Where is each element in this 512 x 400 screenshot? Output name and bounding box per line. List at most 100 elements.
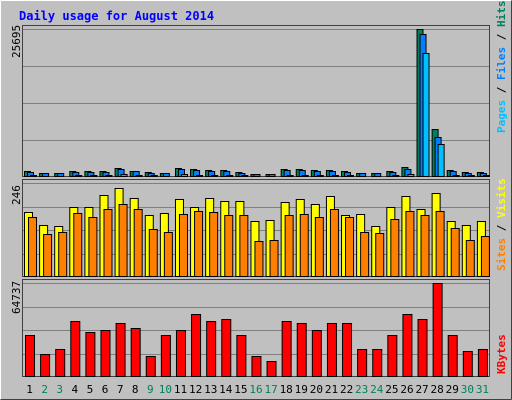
bar-files: [42, 173, 50, 177]
bar-pages: [226, 175, 234, 177]
day-label: 15: [234, 383, 247, 396]
bar-sites: [148, 229, 158, 277]
bar-files: [359, 173, 367, 177]
panel-kbytes: [22, 279, 490, 377]
bar-sites: [103, 209, 113, 277]
bar-pages: [482, 175, 490, 177]
bar-pages: [286, 175, 294, 177]
bar-kbytes: [432, 283, 443, 377]
day-label: 24: [370, 383, 384, 396]
bar-kbytes: [402, 314, 413, 377]
bar-pages: [135, 175, 143, 177]
bar-pages: [347, 175, 355, 177]
day-label: 19: [295, 383, 308, 396]
bar-pages: [211, 175, 219, 177]
middle-panel-ymax-label: 246: [10, 185, 23, 205]
day-label: 5: [87, 383, 94, 396]
bar-kbytes: [477, 349, 488, 377]
bar-kbytes: [281, 321, 292, 377]
bar-sites: [299, 214, 309, 277]
bar-kbytes: [175, 330, 186, 377]
top-legend: Pages / Files / Hits: [495, 1, 508, 134]
bar-sites: [163, 232, 173, 277]
legend-visits: Visits: [495, 178, 508, 218]
day-label: 9: [147, 383, 154, 396]
bar-sites: [239, 215, 249, 277]
bar-pages: [331, 175, 339, 177]
bar-sites: [194, 211, 204, 277]
bar-kbytes: [447, 335, 458, 377]
day-label: 23: [355, 383, 368, 396]
bar-kbytes: [357, 349, 368, 377]
bar-kbytes: [462, 351, 473, 377]
bar-kbytes: [191, 314, 202, 377]
day-label: 29: [446, 383, 459, 396]
bar-kbytes: [40, 354, 51, 377]
bar-sites: [209, 212, 219, 277]
plot-area: [22, 25, 490, 177]
bar-sites: [345, 217, 355, 277]
bar-sites: [480, 236, 490, 277]
bottom-panel-ymax-label: 64737: [10, 281, 23, 314]
bar-kbytes: [236, 335, 247, 377]
day-label: 8: [132, 383, 139, 396]
bar-pages: [422, 53, 430, 177]
bar-sites: [450, 228, 460, 277]
bar-kbytes: [417, 319, 428, 377]
bar-sites: [58, 232, 68, 277]
day-label: 25: [385, 383, 398, 396]
bar-sites: [435, 211, 445, 277]
bottom-legend: KBytes: [495, 334, 508, 374]
bar-kbytes: [251, 356, 262, 377]
day-label: 17: [264, 383, 277, 396]
day-label: 12: [189, 383, 202, 396]
bar-pages: [120, 174, 128, 177]
legend-hits: Hits: [495, 1, 508, 28]
chart-title: Daily usage for August 2014: [19, 9, 214, 23]
day-label: 2: [41, 383, 48, 396]
middle-legend: Sites / Visits: [495, 178, 508, 271]
day-label: 1: [26, 383, 33, 396]
day-label: 10: [159, 383, 172, 396]
top-panel-ymax-label: 25695: [10, 25, 23, 58]
day-label: 16: [249, 383, 262, 396]
bar-sites: [133, 209, 143, 277]
bar-kbytes: [55, 349, 66, 377]
bar-pages: [105, 175, 113, 177]
day-label: 22: [340, 383, 353, 396]
bar-pages: [180, 174, 188, 177]
bar-sites: [224, 215, 234, 277]
bar-kbytes: [326, 323, 337, 377]
legend-files: Files: [495, 47, 508, 80]
bar-kbytes: [130, 328, 141, 377]
bar-sites: [43, 234, 53, 277]
bar-kbytes: [206, 321, 217, 377]
bar-files: [253, 174, 261, 177]
bar-sites: [269, 240, 279, 277]
bar-kbytes: [115, 323, 126, 377]
bar-kbytes: [266, 361, 277, 377]
day-label: 30: [461, 383, 474, 396]
day-label: 11: [174, 383, 187, 396]
day-label: 20: [310, 383, 323, 396]
bar-pages: [392, 175, 400, 177]
bar-pages: [467, 175, 475, 177]
bar-kbytes: [25, 335, 35, 377]
legend-sep-1: /: [495, 80, 508, 100]
bar-kbytes: [311, 330, 322, 377]
day-label: 3: [56, 383, 63, 396]
panel-visits-sites: [22, 179, 490, 277]
bar-sites: [178, 214, 188, 277]
bar-sites: [360, 232, 370, 277]
day-label: 28: [431, 383, 444, 396]
day-label: 26: [400, 383, 413, 396]
bar-pages: [241, 175, 249, 177]
bar-kbytes: [145, 356, 156, 377]
bar-sites: [254, 241, 264, 277]
bar-sites: [390, 219, 400, 277]
bar-kbytes: [221, 319, 232, 377]
bar-files: [268, 174, 276, 177]
bar-pages: [437, 144, 445, 177]
